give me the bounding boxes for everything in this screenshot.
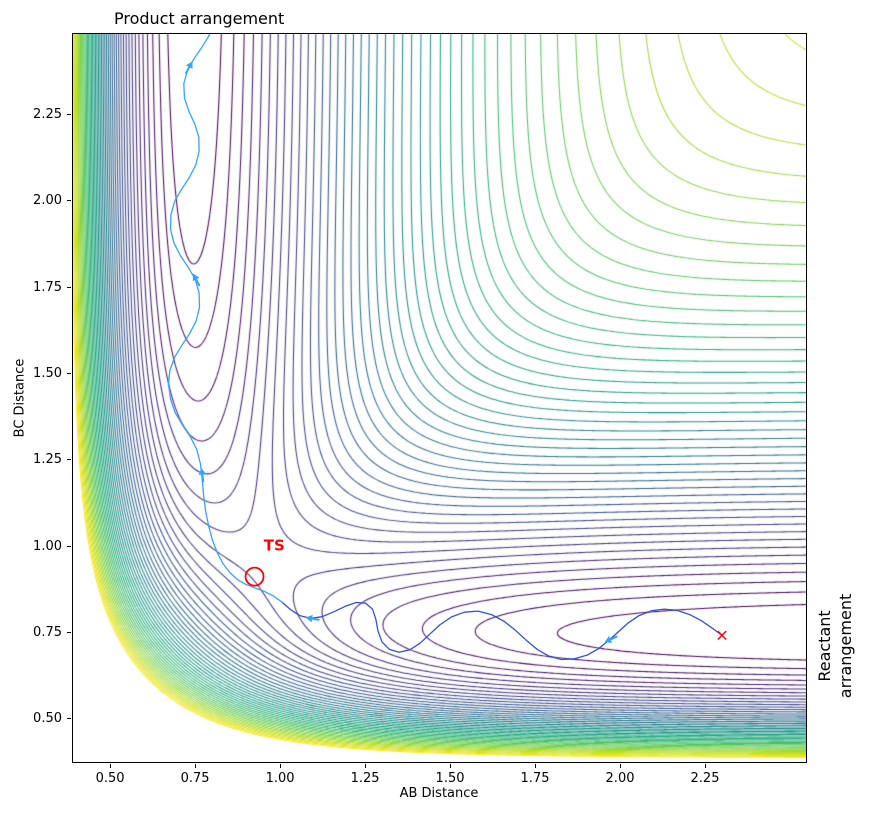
direction-arrow-icon: [305, 614, 320, 623]
y-tick-label: 2.25: [33, 107, 62, 123]
x-tick: [280, 764, 282, 768]
y-tick-label: 1.25: [33, 452, 62, 468]
x-axis-label: AB Distance: [399, 786, 479, 801]
y-tick-label: 0.50: [33, 711, 62, 727]
y-axis-label: BC Distance: [12, 358, 28, 438]
direction-arrow-icon: [198, 468, 207, 483]
trajectory-product-segment: [167, 33, 283, 603]
x-tick-label: 1.00: [265, 771, 295, 786]
y-tick: [67, 545, 71, 547]
y-tick-label: 2.00: [33, 193, 62, 209]
annotation-reactant-line2: arrangement: [836, 593, 855, 699]
contour-plot: [72, 33, 807, 763]
x-tick: [450, 764, 452, 768]
ts-label: TS: [264, 537, 285, 555]
x-tick-label: 2.00: [605, 771, 635, 786]
y-tick: [67, 200, 71, 202]
x-tick-label: 1.25: [350, 771, 380, 786]
direction-arrow-icon: [184, 61, 193, 75]
plot-area: TS: [72, 33, 807, 763]
y-tick-label: 1.75: [33, 279, 62, 295]
x-tick: [110, 764, 112, 768]
direction-arrow-icon: [192, 273, 201, 287]
x-tick: [195, 764, 197, 768]
y-tick-label: 1.00: [33, 538, 62, 554]
y-tick: [67, 286, 71, 288]
y-tick: [67, 631, 71, 633]
x-tick: [705, 764, 706, 768]
y-tick: [67, 114, 71, 116]
y-tick: [67, 718, 71, 720]
y-tick-label: 1.50: [33, 365, 62, 381]
y-tick: [67, 459, 71, 461]
x-tick-label: 0.75: [180, 771, 210, 786]
x-tick-label: 1.75: [520, 771, 550, 786]
direction-arrow-icon: [604, 635, 618, 643]
transition-state-circle: [244, 566, 265, 587]
trajectory-reactant-segment: [281, 601, 723, 661]
x-tick: [535, 764, 537, 768]
x-tick-label: 2.25: [690, 771, 720, 786]
trajectory-overlay: TS: [167, 33, 727, 661]
annotation-product-arrangement: Product arrangement: [114, 9, 285, 28]
annotation-reactant-line1: Reactant: [815, 610, 834, 682]
start-marker-x-icon: [717, 630, 727, 641]
x-tick: [620, 764, 622, 768]
x-tick-label: 0.50: [95, 771, 125, 786]
y-tick: [67, 372, 71, 374]
annotation-reactant-arrangement: Reactant arrangement: [814, 581, 856, 711]
x-tick: [365, 764, 367, 768]
y-tick-label: 0.75: [33, 624, 62, 640]
x-tick-label: 1.50: [435, 771, 465, 786]
